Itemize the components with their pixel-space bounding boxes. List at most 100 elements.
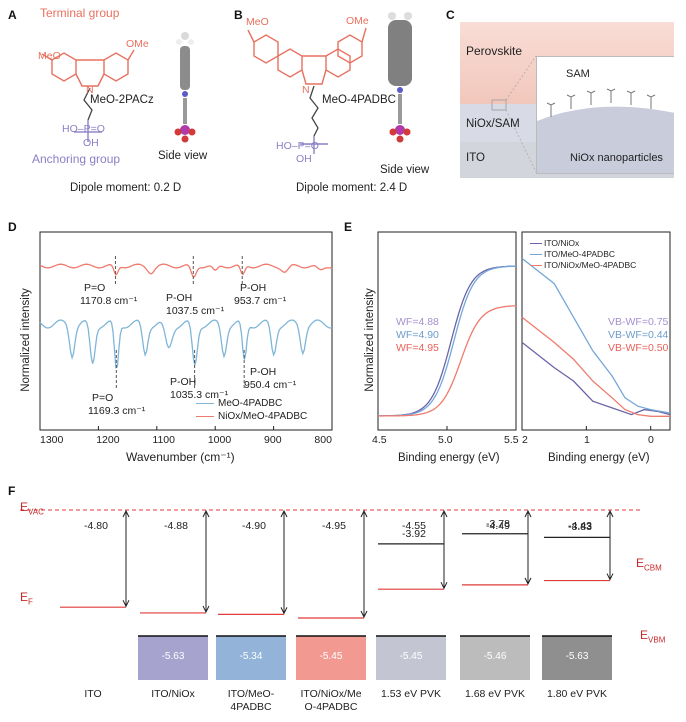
arrowhead bbox=[202, 605, 210, 614]
vbm-value: -5.45 bbox=[399, 651, 423, 662]
side-view-model-b bbox=[388, 12, 412, 143]
peak-bottom-1-value: 1169.3 cm⁻¹ bbox=[88, 405, 146, 417]
valence-band-series bbox=[521, 257, 671, 414]
evac-label: EVAC bbox=[20, 500, 44, 517]
nanoparticle-inset bbox=[537, 88, 674, 173]
panel-e-ylabel: Normalized intensity bbox=[364, 288, 376, 392]
nitrogen-a: N bbox=[86, 84, 94, 96]
phosphonic-oh-b: OH bbox=[296, 153, 312, 165]
vbwf-label: VB-WF=0.50 bbox=[608, 342, 669, 354]
e-right-xlabel: Binding energy (eV) bbox=[548, 452, 650, 464]
legend-swatch bbox=[530, 254, 542, 256]
molecule-name-a: MeO-2PACz bbox=[90, 94, 154, 106]
vbm-bar bbox=[376, 636, 446, 680]
peak-top-3-name: P-OH bbox=[240, 282, 267, 294]
panel-label-a: A bbox=[8, 8, 17, 22]
valence-band-plot bbox=[521, 231, 671, 431]
e-right-xtick: 1 bbox=[584, 434, 590, 446]
arrowhead bbox=[360, 509, 368, 518]
plot-frame bbox=[521, 231, 671, 431]
arrowhead bbox=[360, 610, 368, 619]
dipole-a: Dipole moment: 0.2 D bbox=[70, 182, 182, 194]
legend-item: ITO/NiOx/MeO-4PADBC bbox=[530, 260, 636, 271]
column-caption: 1.53 eV PVK bbox=[380, 688, 442, 700]
legend-label: MeO-4PADBC bbox=[218, 398, 283, 409]
legend-label: ITO/MeO-4PADBC bbox=[544, 249, 616, 259]
legend-swatch bbox=[196, 402, 214, 404]
legend-label: ITO/NiOx/MeO-4PADBC bbox=[544, 260, 637, 270]
d-xtick: 1000 bbox=[207, 434, 232, 446]
energy-level-diagram bbox=[20, 509, 640, 680]
peak-bottom-3-name: P-OH bbox=[250, 366, 277, 378]
e-right-xtick: 0 bbox=[648, 434, 654, 446]
niox-sam-label: NiOx/SAM bbox=[466, 118, 520, 130]
vbm-bar bbox=[216, 636, 286, 680]
side-view-label-b: Side view bbox=[380, 164, 430, 176]
work-function-value: -4.88 bbox=[164, 520, 188, 532]
vbm-bar bbox=[542, 636, 612, 680]
cbm-value: -3.92 bbox=[402, 527, 426, 540]
legend-item: MeO-4PADBC bbox=[196, 398, 307, 411]
niox-meo-4padbc-series bbox=[39, 263, 333, 278]
valence-band-series bbox=[521, 341, 671, 416]
column-caption: ITO/NiOx/Me O-4PADBC bbox=[300, 688, 362, 713]
wf-label: WF=4.95 bbox=[396, 342, 439, 354]
legend-label: ITO/NiOx bbox=[544, 238, 580, 248]
meo-4padbc-series bbox=[39, 319, 333, 369]
wf-label: WF=4.88 bbox=[396, 316, 439, 328]
panel-label-e: E bbox=[344, 220, 353, 234]
cbm-value: -3.78 bbox=[486, 517, 510, 530]
panel-d-xticks: 1300 1200 1100 1000 900 800 bbox=[40, 434, 332, 446]
e-right-xtick: 2 bbox=[522, 434, 528, 446]
e-left-xlabel: Binding energy (eV) bbox=[398, 452, 500, 464]
side-view-model-a bbox=[174, 32, 196, 143]
terminal-group-label: Terminal group bbox=[40, 6, 120, 20]
peak-top-2-value: 1037.5 cm⁻¹ bbox=[166, 305, 225, 317]
peak-top-1-name: P=O bbox=[84, 282, 106, 294]
phosphonic-b: HO–P=O bbox=[276, 140, 319, 152]
arrowhead bbox=[122, 599, 130, 608]
e-left-xtick: 5.0 bbox=[438, 434, 453, 446]
column-caption: ITO/NiOx bbox=[151, 688, 195, 700]
work-function-value: -4.80 bbox=[84, 520, 108, 532]
vbm-value: -5.63 bbox=[161, 651, 185, 662]
work-function-value: -4.55 bbox=[402, 520, 426, 532]
d-xtick: 1200 bbox=[96, 434, 120, 446]
ecbm-label: ECBM bbox=[636, 556, 662, 573]
legend-item: NiOx/MeO-4PADBC bbox=[196, 411, 307, 424]
d-xtick: 800 bbox=[314, 434, 332, 446]
side-view-label-a: Side view bbox=[158, 150, 208, 162]
ome-left-a: MeO bbox=[38, 50, 61, 62]
nanoparticles-label: NiOx nanoparticles bbox=[570, 152, 663, 164]
wf-cutoff-plot bbox=[377, 231, 517, 431]
peak-top-1-value: 1170.8 cm⁻¹ bbox=[80, 295, 138, 307]
arrowhead bbox=[524, 509, 532, 518]
vbm-bar bbox=[296, 636, 366, 680]
ome-right-a: OMe bbox=[126, 38, 149, 50]
arrowhead bbox=[440, 509, 448, 518]
wf-label: WF=4.90 bbox=[396, 329, 439, 341]
d-xtick: 1300 bbox=[40, 434, 64, 446]
legend-swatch bbox=[196, 415, 214, 417]
vbwf-label: VB-WF=0.44 bbox=[608, 329, 669, 341]
vbm-bar bbox=[460, 636, 530, 680]
e-left-xtick: 5.5 bbox=[504, 434, 519, 446]
peak-bottom-2-value: 1035.3 cm⁻¹ bbox=[170, 389, 229, 401]
molecule-b-structure bbox=[247, 27, 367, 154]
work-function-value: -4.90 bbox=[242, 520, 266, 532]
nitrogen-b: N bbox=[302, 84, 310, 96]
ef-label: EF bbox=[20, 590, 33, 607]
peak-top-3-value: 953.7 cm⁻¹ bbox=[234, 295, 287, 307]
peak-bottom-3-value: 950.4 cm⁻¹ bbox=[244, 379, 297, 391]
ome-right-b: OMe bbox=[346, 15, 369, 27]
arrowhead bbox=[122, 509, 130, 518]
d-xtick: 1100 bbox=[152, 434, 175, 446]
zoom-guide-lines bbox=[491, 55, 537, 173]
arrowhead bbox=[606, 509, 614, 518]
zoom-inset bbox=[536, 56, 674, 174]
panel-label-d: D bbox=[8, 220, 17, 234]
vbm-value: -5.63 bbox=[565, 651, 589, 662]
evbm-label: EVBM bbox=[640, 628, 666, 645]
wf-cutoff-series bbox=[378, 305, 517, 417]
e-left-xtick: 4.5 bbox=[372, 434, 387, 446]
